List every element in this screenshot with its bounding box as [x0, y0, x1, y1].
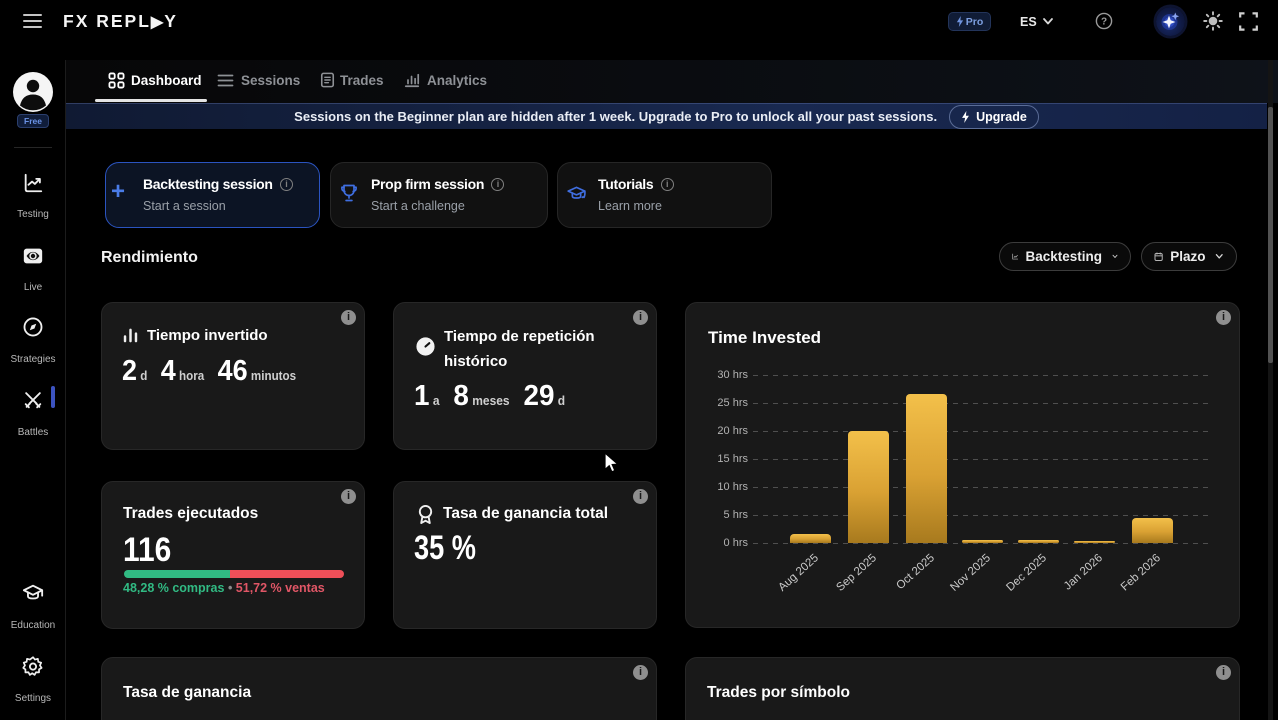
- svg-text:?: ?: [1101, 17, 1107, 28]
